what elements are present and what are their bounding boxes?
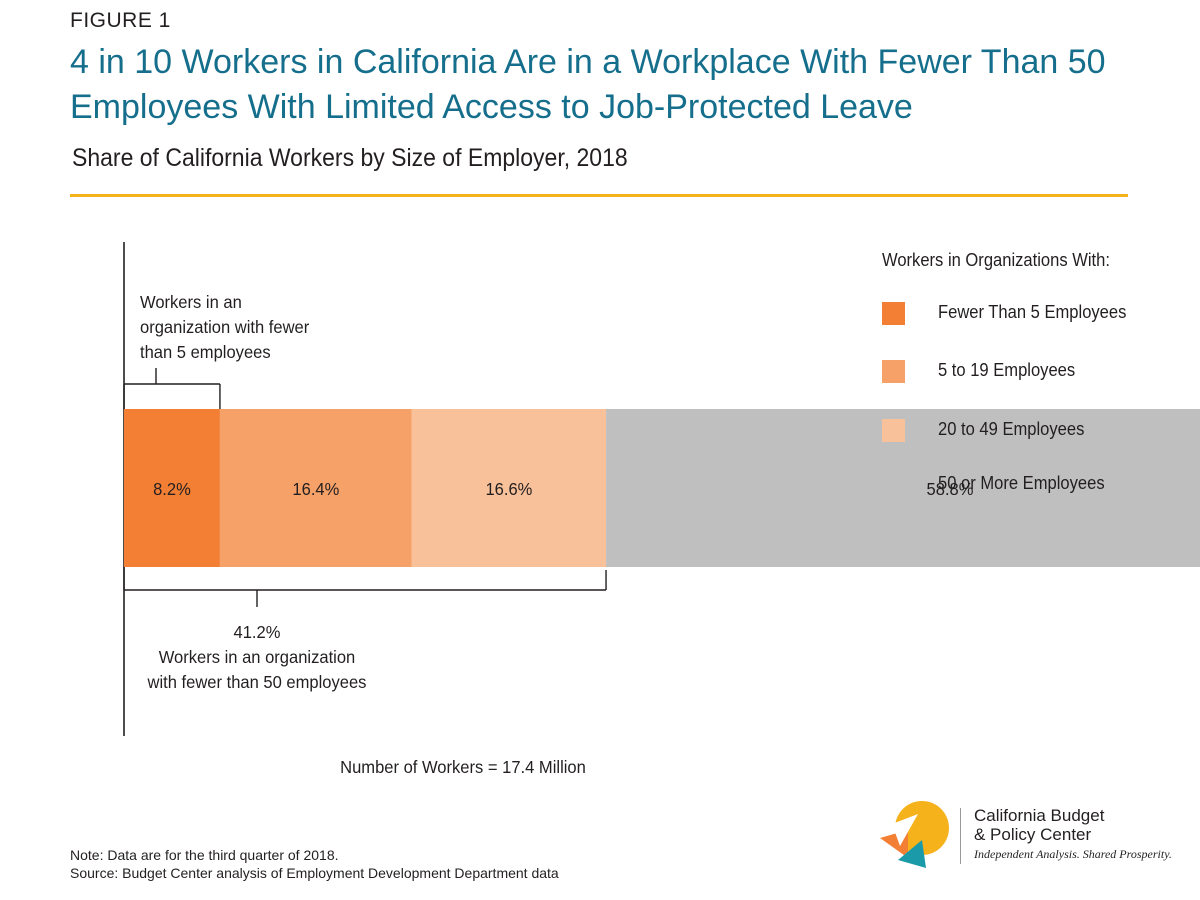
bar-segment-1 — [219, 409, 412, 567]
legend-swatch — [882, 302, 905, 325]
legend-swatch — [882, 419, 905, 442]
legend-swatch — [882, 473, 905, 496]
bar-segment-0 — [124, 409, 220, 567]
legend-item-20-to-49: 20 to 49 Employees — [882, 419, 1182, 443]
legend-swatch — [882, 360, 905, 383]
bar-value-label-3: 58.8% — [927, 478, 974, 499]
legend-item-5-to-19: 5 to 19 Employees — [882, 360, 1182, 384]
legend-label: 20 to 49 Employees — [938, 419, 1085, 439]
bar-value-label-2: 16.6% — [485, 478, 532, 499]
chart-subtitle: Share of California Workers by Size of E… — [72, 144, 628, 172]
top-annotation-line-0: Workers in an — [140, 291, 242, 312]
source-text: Source: Budget Center analysis of Employ… — [70, 865, 559, 881]
logo-name-line2: & Policy Center — [974, 825, 1092, 844]
title-rule — [70, 194, 1128, 197]
figure-label: FIGURE 1 — [70, 9, 171, 32]
bar-value-label-0: 8.2% — [153, 478, 191, 499]
logo-name: California Budget & Policy Center — [974, 806, 1104, 844]
bottom-annotation-line-0: 41.2% — [234, 621, 281, 642]
bottom-annotation-line-2: with fewer than 50 employees — [147, 671, 367, 692]
logo-divider — [960, 808, 961, 864]
organization-logo: California Budget & Policy Center Indepe… — [878, 800, 1178, 872]
bar-value-label-1: 16.4% — [292, 478, 339, 499]
legend-label: Fewer Than 5 Employees — [938, 302, 1127, 322]
chart-title: 4 in 10 Workers in California Are in a W… — [70, 43, 1106, 126]
logo-name-line1: California Budget — [974, 806, 1105, 825]
note-text: Note: Data are for the third quarter of … — [70, 847, 339, 863]
bottom-annotation-line-1: Workers in an organization — [159, 646, 356, 667]
logo-tagline: Independent Analysis. Shared Prosperity. — [974, 847, 1172, 861]
legend-item-fewer-than-5: Fewer Than 5 Employees — [882, 302, 1182, 326]
legend-title: Workers in Organizations With: — [882, 250, 1110, 270]
top-annotation-line-2: than 5 employees — [140, 341, 271, 362]
logo-mark-icon — [880, 801, 949, 868]
legend-item-50-or-more: 50 or More Employees — [882, 473, 1182, 497]
total-workers-label: Number of Workers = 17.4 Million — [340, 756, 586, 777]
top-annotation-line-1: organization with fewer — [140, 316, 309, 337]
chart-notes: Note: Data are for the third quarter of … — [70, 846, 559, 882]
legend-label: 50 or More Employees — [938, 473, 1105, 493]
legend-label: 5 to 19 Employees — [938, 360, 1076, 380]
bar-segment-2 — [411, 409, 607, 567]
